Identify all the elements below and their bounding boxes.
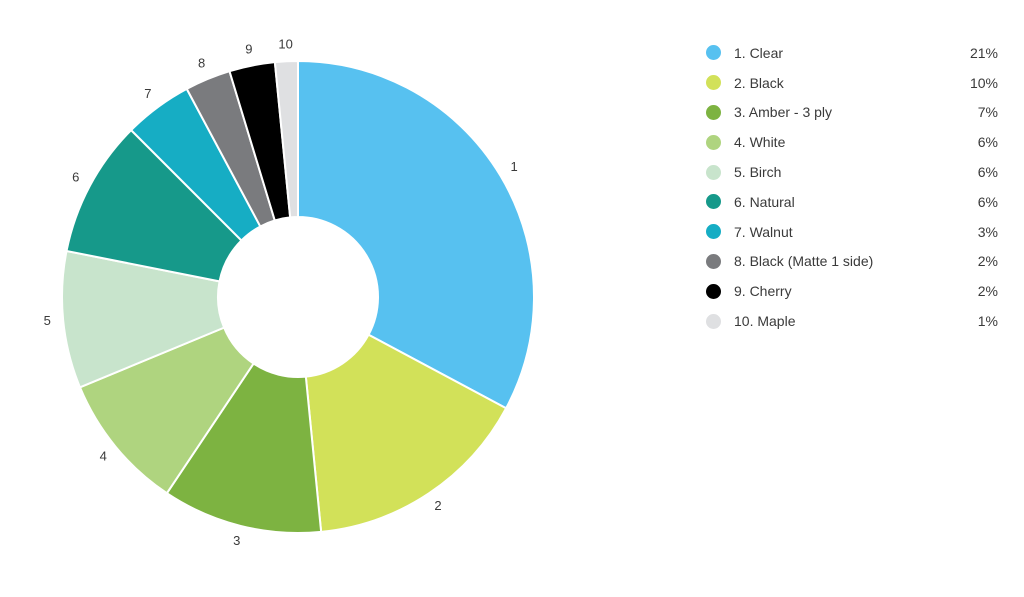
legend-swatch-icon xyxy=(706,45,721,61)
legend-percent: 7% xyxy=(977,104,998,121)
legend-swatch-icon xyxy=(706,313,721,329)
slice-10[interactable] xyxy=(273,59,299,219)
legend-label: 2. Black xyxy=(734,74,784,91)
slice-label-6: 6 xyxy=(72,170,79,185)
legend-item[interactable]: 6. Natural 6% xyxy=(706,187,998,217)
slice-label-3: 3 xyxy=(233,533,240,548)
legend-item[interactable]: 1. Clear 21% xyxy=(706,38,998,68)
legend-item[interactable]: 3. Amber - 3 ply 7% xyxy=(706,98,998,128)
legend-swatch-icon xyxy=(706,194,721,210)
legend-label: 7. Walnut xyxy=(734,223,793,240)
legend-label: 4. White xyxy=(734,134,786,151)
legend-item[interactable]: 7. Walnut 3% xyxy=(706,217,998,247)
legend-item[interactable]: 5. Birch 6% xyxy=(706,157,998,187)
slice-label-9: 9 xyxy=(245,41,252,56)
legend-label: 1. Clear xyxy=(734,44,784,61)
legend-swatch-icon xyxy=(706,253,721,269)
legend-swatch-icon xyxy=(706,164,721,180)
legend-percent: 10% xyxy=(969,74,998,91)
legend-swatch-icon xyxy=(706,283,721,299)
slice-label-1: 1 xyxy=(511,159,518,174)
slice-3[interactable] xyxy=(165,362,323,534)
legend-swatch-icon xyxy=(706,134,721,150)
legend-swatch-icon xyxy=(706,104,721,120)
slice-label-4: 4 xyxy=(100,448,107,463)
legend-percent: 6% xyxy=(977,134,998,151)
legend-swatch-icon xyxy=(706,75,721,91)
legend-label: 8. Black (Matte 1 side) xyxy=(734,253,874,270)
legend-item[interactable]: 10. Maple 1% xyxy=(706,306,998,336)
legend-label: 9. Cherry xyxy=(734,283,792,300)
legend-percent: 6% xyxy=(977,193,998,210)
slice-1[interactable] xyxy=(297,59,535,410)
legend-percent: 21% xyxy=(969,44,998,61)
legend-percent: 3% xyxy=(977,223,998,240)
legend-label: 3. Amber - 3 ply xyxy=(734,104,833,121)
slice-2[interactable] xyxy=(304,333,508,533)
legend-item[interactable]: 9. Cherry 2% xyxy=(706,276,998,306)
legend-label: 5. Birch xyxy=(734,164,782,181)
legend-label: 6. Natural xyxy=(734,193,795,210)
legend-item[interactable]: 8. Black (Matte 1 side) 2% xyxy=(706,247,998,277)
slice-label-7: 7 xyxy=(144,86,151,101)
legend-label: 10. Maple xyxy=(734,313,796,330)
legend-swatch-icon xyxy=(706,224,721,240)
slice-label-8: 8 xyxy=(198,56,205,71)
legend-percent: 1% xyxy=(977,313,998,330)
legend-percent: 2% xyxy=(977,283,998,300)
donut-chart: 1 2 3 4 5 6 7 8 9 10 xyxy=(44,37,535,548)
legend-item[interactable]: 4. White 6% xyxy=(706,127,998,157)
legend-item[interactable]: 2. Black 10% xyxy=(706,68,998,98)
slice-label-5: 5 xyxy=(44,313,51,328)
legend-percent: 2% xyxy=(977,253,998,270)
legend-percent: 6% xyxy=(977,164,998,181)
chart-legend: 1. Clear 21% 2. Black 10% 3. Amber - 3 ply 7%… xyxy=(706,38,998,336)
slice-label-10: 10 xyxy=(278,37,292,52)
slice-label-2: 2 xyxy=(434,498,441,513)
